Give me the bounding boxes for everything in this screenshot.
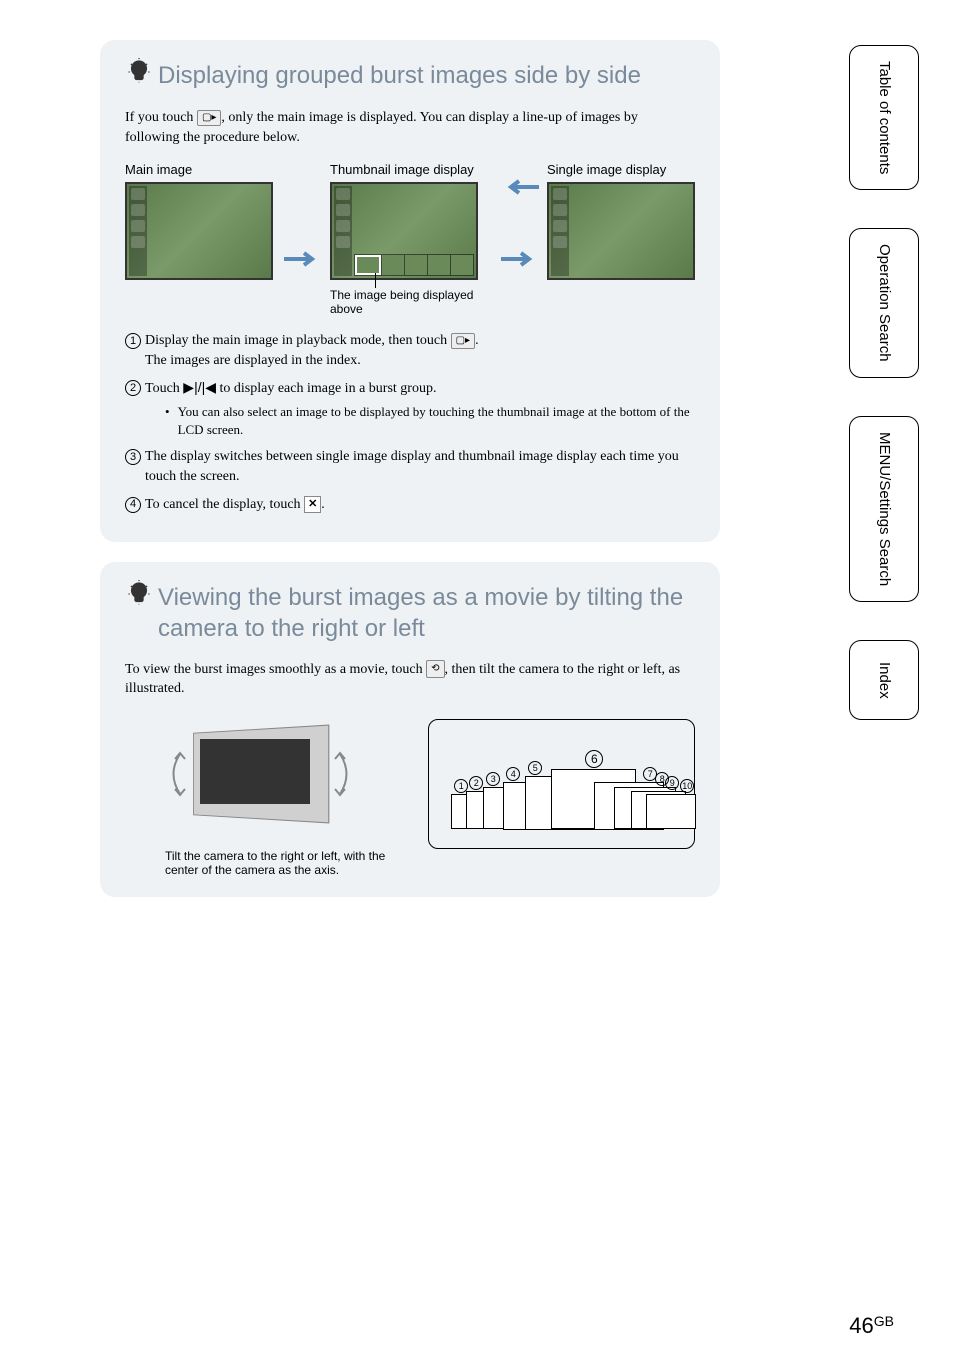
step-3: 3 The display switches between single im… xyxy=(125,447,695,486)
title-text-1: Displaying grouped burst images side by … xyxy=(158,60,641,91)
circle-4: 4 xyxy=(125,497,141,513)
intro-paragraph-1: If you touch ▢▸, only the main image is … xyxy=(125,108,695,147)
thumbnail-image-col: Thumbnail image display xyxy=(330,162,490,316)
circle-1: 1 xyxy=(125,333,141,349)
burst-icon: ▢▸ xyxy=(197,110,221,126)
step-1: 1 Display the main image in playback mod… xyxy=(125,331,695,370)
circle-2: 2 xyxy=(125,380,141,396)
close-icon: ✕ xyxy=(304,496,321,513)
main-image-col: Main image xyxy=(125,162,273,316)
burst-icon-inline: ▢▸ xyxy=(451,333,475,349)
title-text-2: Viewing the burst images as a movie by t… xyxy=(158,582,695,644)
screenshot-row: Main image Thum xyxy=(125,162,695,316)
camera-tilt-col: Tilt the camera to the right or left, wi… xyxy=(165,719,388,877)
movie-icon: ⟲ xyxy=(426,660,444,678)
tilt-illustration: Tilt the camera to the right or left, wi… xyxy=(125,719,695,877)
intro-paragraph-2: To view the burst images smoothly as a m… xyxy=(125,660,695,699)
tip-section-2: Viewing the burst images as a movie by t… xyxy=(100,562,720,897)
rotate-arrow-right-icon xyxy=(325,749,355,799)
arrow-container-2 xyxy=(499,202,539,316)
nav-controls-icon: ▶|/|◀ xyxy=(183,379,216,395)
tilt-caption: Tilt the camera to the right or left, wi… xyxy=(165,849,388,877)
section-title-1: Displaying grouped burst images side by … xyxy=(125,60,695,93)
step-2-bullet: You can also select an image to be displ… xyxy=(165,403,695,439)
screenshot-main xyxy=(125,182,273,280)
frame-10: 10 xyxy=(646,794,696,829)
nav-menu[interactable]: MENU/Settings Search xyxy=(849,416,919,602)
single-image-col: Single image display xyxy=(547,162,695,316)
section-title-2: Viewing the burst images as a movie by t… xyxy=(125,582,695,644)
frames-diagram: 1 2 3 4 5 6 xyxy=(428,719,695,849)
side-navigation: Table of contents Operation Search MENU/… xyxy=(849,45,919,720)
lightbulb-icon-2 xyxy=(125,580,153,615)
rotate-arrow-left-icon xyxy=(165,749,195,799)
step-4: 4 To cancel the display, touch ✕. xyxy=(125,495,695,515)
thumbnail-label: Thumbnail image display xyxy=(330,162,490,177)
nav-toc[interactable]: Table of contents xyxy=(849,45,919,190)
tip-section-1: Displaying grouped burst images side by … xyxy=(100,40,720,542)
arrow-right-1 xyxy=(282,202,322,316)
single-label: Single image display xyxy=(547,162,695,177)
arrow-left-icon xyxy=(504,177,539,197)
page-number: 46GB xyxy=(849,1313,894,1339)
steps-list-1: 1 Display the main image in playback mod… xyxy=(125,331,695,514)
lightbulb-icon xyxy=(125,58,153,93)
circle-3: 3 xyxy=(125,449,141,465)
camera-screen xyxy=(200,739,310,804)
nav-operation[interactable]: Operation Search xyxy=(849,228,919,378)
screenshot-thumbnail xyxy=(330,182,478,280)
being-displayed-caption: The image being displayed above xyxy=(330,288,490,316)
nav-index[interactable]: Index xyxy=(849,640,919,720)
arrow-right-icon xyxy=(501,249,536,269)
step-2: 2 Touch ▶|/|◀ to display each image in a… xyxy=(125,378,695,439)
main-label: Main image xyxy=(125,162,273,177)
screenshot-single xyxy=(547,182,695,280)
